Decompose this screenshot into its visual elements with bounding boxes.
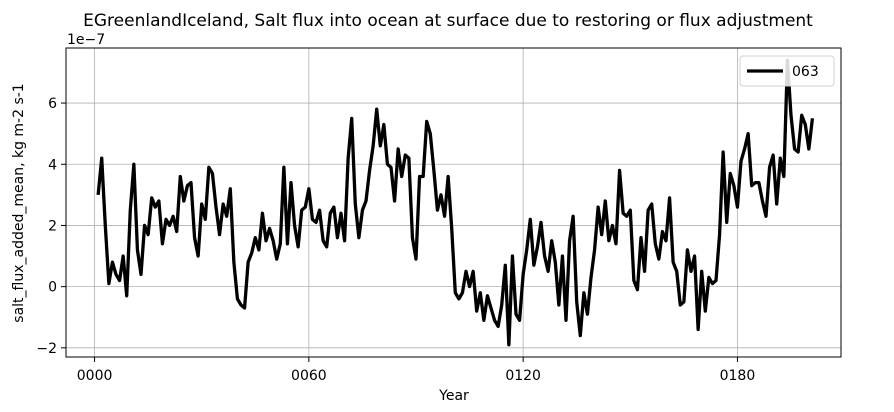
y-tick-label: 0 bbox=[48, 280, 57, 296]
x-tick-label: 0000 bbox=[77, 368, 113, 384]
y-tick-label: −2 bbox=[36, 341, 57, 357]
series-line-063 bbox=[96, 58, 815, 347]
y-tick-label: 6 bbox=[48, 96, 57, 112]
chart-title: EGreenlandIceland, Salt flux into ocean … bbox=[83, 11, 813, 31]
legend-label: 063 bbox=[792, 64, 819, 80]
axis-ticks: 0000 0060 0120 0180 −2 0 2 4 6 bbox=[36, 96, 755, 384]
y-tick-label: 4 bbox=[48, 157, 57, 173]
x-tick-label: 0180 bbox=[720, 368, 756, 384]
x-axis-label: Year bbox=[438, 388, 469, 404]
x-tick-label: 0060 bbox=[291, 368, 327, 384]
y-axis-label: salt_flux_added_mean, kg m-2 s-1 bbox=[11, 83, 27, 322]
plot-frame bbox=[65, 47, 842, 358]
legend-box bbox=[739, 55, 835, 87]
series-lines bbox=[96, 58, 815, 347]
x-tick-label: 0120 bbox=[505, 368, 541, 384]
legend: 063 bbox=[739, 55, 835, 87]
y-axis-offset-label: 1e−7 bbox=[67, 32, 105, 48]
y-tick-label: 2 bbox=[48, 218, 57, 234]
